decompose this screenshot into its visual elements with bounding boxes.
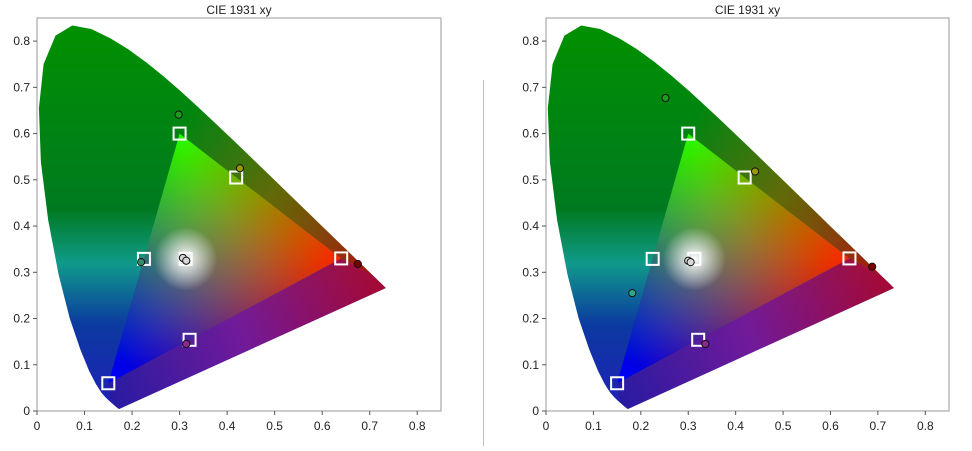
x-tick-label: 0.4 [727,419,744,433]
measurement-point [701,339,710,349]
y-tick-label: 0.1 [13,358,30,372]
target-square [229,170,244,185]
chart-panel-1: CIE 1931 xy 0 0.1 0.2 0.3 0.4 0.5 0.6 0.7 0.8 0 0.1… [13,3,442,433]
target-square [842,251,857,266]
target-square [737,170,752,185]
x-tick-label: 0.8 [917,419,934,433]
x-tick-label: 0.6 [822,419,839,433]
y-tick-label: 0.7 [522,80,539,94]
x-tick-label: 0 [543,419,550,433]
measurement-point [174,110,183,119]
target-square [691,332,706,347]
measurement-point [235,164,245,173]
measurement-point [182,339,191,349]
x-tick-label: 0.3 [680,419,697,433]
x-tick-label: 0.1 [76,419,93,433]
measurement-point [182,256,191,265]
chart-title: CIE 1931 xy [206,3,271,17]
x-tick-label: 0.7 [361,419,378,433]
target-square [334,251,349,266]
target-square [681,126,696,141]
plot-frame [36,17,442,412]
target-square [172,126,187,141]
y-tick-label: 0 [23,404,30,418]
x-tick-label: 0.8 [409,419,426,433]
x-tick-label: 0.1 [585,419,602,433]
x-tick-label: 0.2 [632,419,649,433]
measurement-point [686,258,695,267]
x-tick-label: 0.6 [314,419,331,433]
x-tick-label: 0 [34,419,41,433]
y-tick-label: 0.3 [522,265,539,279]
y-tick-label: 0.7 [13,80,30,94]
target-square [610,376,625,391]
chart-title: CIE 1931 xy [715,3,780,17]
x-tick-label: 0.5 [775,419,792,433]
target-square [645,251,660,266]
y-tick-label: 0.5 [522,173,539,187]
measurement-point [136,258,146,267]
x-tick-label: 0.2 [124,419,141,433]
y-tick-label: 0.6 [13,127,30,141]
x-tick-label: 0.4 [219,419,236,433]
measurement-point [628,289,637,298]
y-tick-label: 0.8 [13,34,30,48]
y-tick-label: 0.2 [522,312,539,326]
y-tick-label: 0.3 [13,265,30,279]
y-tick-label: 0.4 [522,219,539,233]
panel-divider [483,80,484,446]
measurement-point [661,93,670,103]
x-tick-label: 0.3 [171,419,188,433]
y-tick-label: 0 [532,404,539,418]
y-tick-label: 0.6 [522,127,539,141]
x-tick-label: 0.7 [870,419,887,433]
plot-frame [545,17,950,412]
y-tick-label: 0.8 [522,34,539,48]
measurement-point [868,262,877,271]
measurement-point [353,259,362,269]
x-tick-label: 0.5 [266,419,283,433]
y-tick-label: 0.4 [13,219,30,233]
y-tick-label: 0.5 [13,173,30,187]
y-tick-label: 0.1 [522,358,539,372]
chart-panel-2: CIE 1931 xy 0 0.1 0.2 0.3 0.4 0.5 0.6 0.7 0.8 0 0.1… [522,3,950,433]
target-square [101,376,116,391]
measurement-point [750,167,760,176]
y-tick-label: 0.2 [13,312,30,326]
